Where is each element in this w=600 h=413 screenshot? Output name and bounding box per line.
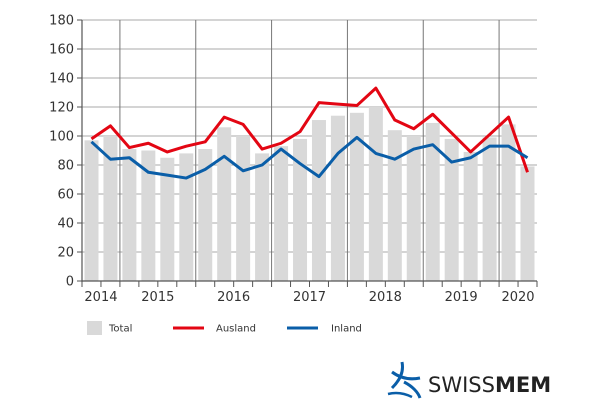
- bar-total: [463, 151, 478, 281]
- bar-total: [103, 136, 118, 281]
- x-year-label: 2020: [501, 290, 534, 305]
- bar-total: [330, 115, 345, 281]
- bar-total: [198, 149, 213, 281]
- bar-total: [217, 127, 232, 281]
- lines: [90, 86, 529, 180]
- bar-total: [255, 153, 270, 281]
- swissmem-logo-mark: [387, 361, 422, 399]
- line-ausland: [90, 86, 529, 173]
- bar-total: [387, 130, 402, 281]
- y-tick-label: 20: [57, 246, 74, 261]
- bar-total: [293, 138, 308, 281]
- y-tick-label: 60: [57, 188, 74, 203]
- logo-text: SWISSMEM: [428, 373, 551, 397]
- bar-total: [141, 150, 156, 281]
- grid: [82, 19, 537, 282]
- y-tick-label: 120: [49, 101, 74, 116]
- bar-total: [179, 153, 194, 281]
- y-tick-label: 100: [49, 130, 74, 145]
- x-year-label: 2017: [293, 290, 326, 305]
- bar-total: [311, 120, 326, 281]
- y-tick-label: 140: [49, 72, 74, 87]
- bar-total: [425, 122, 440, 281]
- legend-label-inland: Inland: [331, 324, 362, 335]
- bar-total: [406, 136, 421, 281]
- bar-total: [520, 166, 535, 281]
- y-tick-label: 180: [49, 14, 74, 29]
- axes: 0 20 40 60 80 100 120 140 160 180 2014 2015 2016 2017…: [49, 14, 538, 305]
- bar-total: [349, 112, 364, 281]
- bar-total: [274, 146, 289, 281]
- y-tick-label: 40: [57, 217, 74, 232]
- bar-total: [368, 107, 383, 281]
- bar-total: [482, 137, 497, 281]
- x-year-label: 2016: [217, 290, 250, 305]
- x-year-label: 2019: [445, 290, 478, 305]
- y-tick-label: 160: [49, 43, 74, 58]
- x-year-label: 2015: [141, 290, 174, 305]
- bar-total: [501, 124, 516, 282]
- y-tick-label: 0: [66, 275, 74, 290]
- legend: Total Ausland Inland: [87, 321, 362, 335]
- line-inland: [90, 135, 529, 180]
- x-year-label: 2014: [84, 290, 117, 305]
- bars-total: [84, 107, 535, 282]
- bar-total: [122, 149, 137, 281]
- bar-total: [84, 140, 99, 281]
- legend-label-ausland: Ausland: [216, 324, 256, 335]
- legend-label-total: Total: [108, 324, 132, 335]
- swissmem-logo: SWISSMEM: [387, 361, 551, 399]
- legend-swatch-total: [87, 321, 102, 335]
- bar-total: [160, 157, 175, 281]
- y-tick-label: 80: [57, 159, 74, 174]
- x-year-label: 2018: [369, 290, 402, 305]
- bar-total: [236, 136, 251, 281]
- bar-total: [444, 138, 459, 281]
